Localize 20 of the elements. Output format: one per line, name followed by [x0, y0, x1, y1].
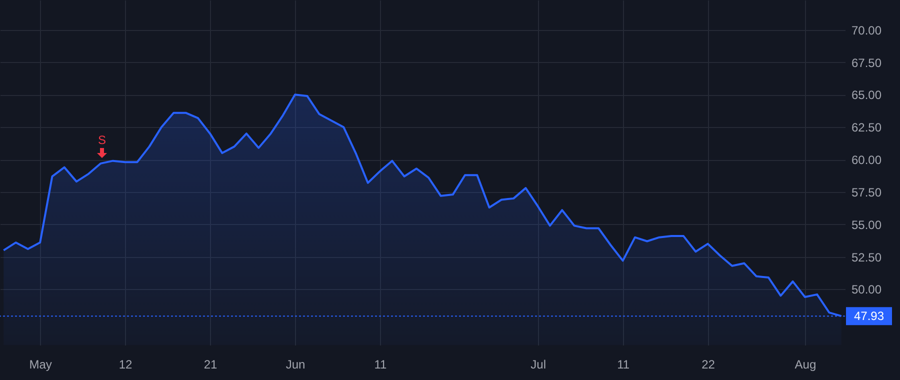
y-tick-label: 60.00 — [852, 153, 882, 168]
x-tick-label: 11 — [374, 358, 388, 372]
x-tick-label: 11 — [617, 358, 630, 372]
x-tick-label: 22 — [702, 358, 716, 372]
y-tick-label: 65.00 — [852, 88, 882, 102]
y-tick-label: 52.50 — [852, 250, 882, 264]
y-tick-label: 70.00 — [852, 23, 882, 38]
y-tick-label: 67.50 — [852, 56, 882, 70]
annotation: S — [96, 133, 107, 147]
y-tick-label: 55.00 — [852, 218, 882, 232]
x-tick-label: 21 — [204, 358, 218, 372]
y-tick-label: 62.50 — [852, 120, 882, 135]
y-tick-label: 57.50 — [852, 185, 882, 200]
x-tick-label: Jun — [286, 358, 306, 372]
x-tick-label: Jul — [530, 358, 546, 372]
y-tick-label: 50.00 — [852, 282, 882, 297]
ref-line-label: 47.93 — [854, 309, 884, 324]
x-tick-label: 12 — [118, 358, 133, 372]
x-tick-label: May — [29, 358, 52, 372]
x-tick-label: Aug — [794, 358, 816, 372]
